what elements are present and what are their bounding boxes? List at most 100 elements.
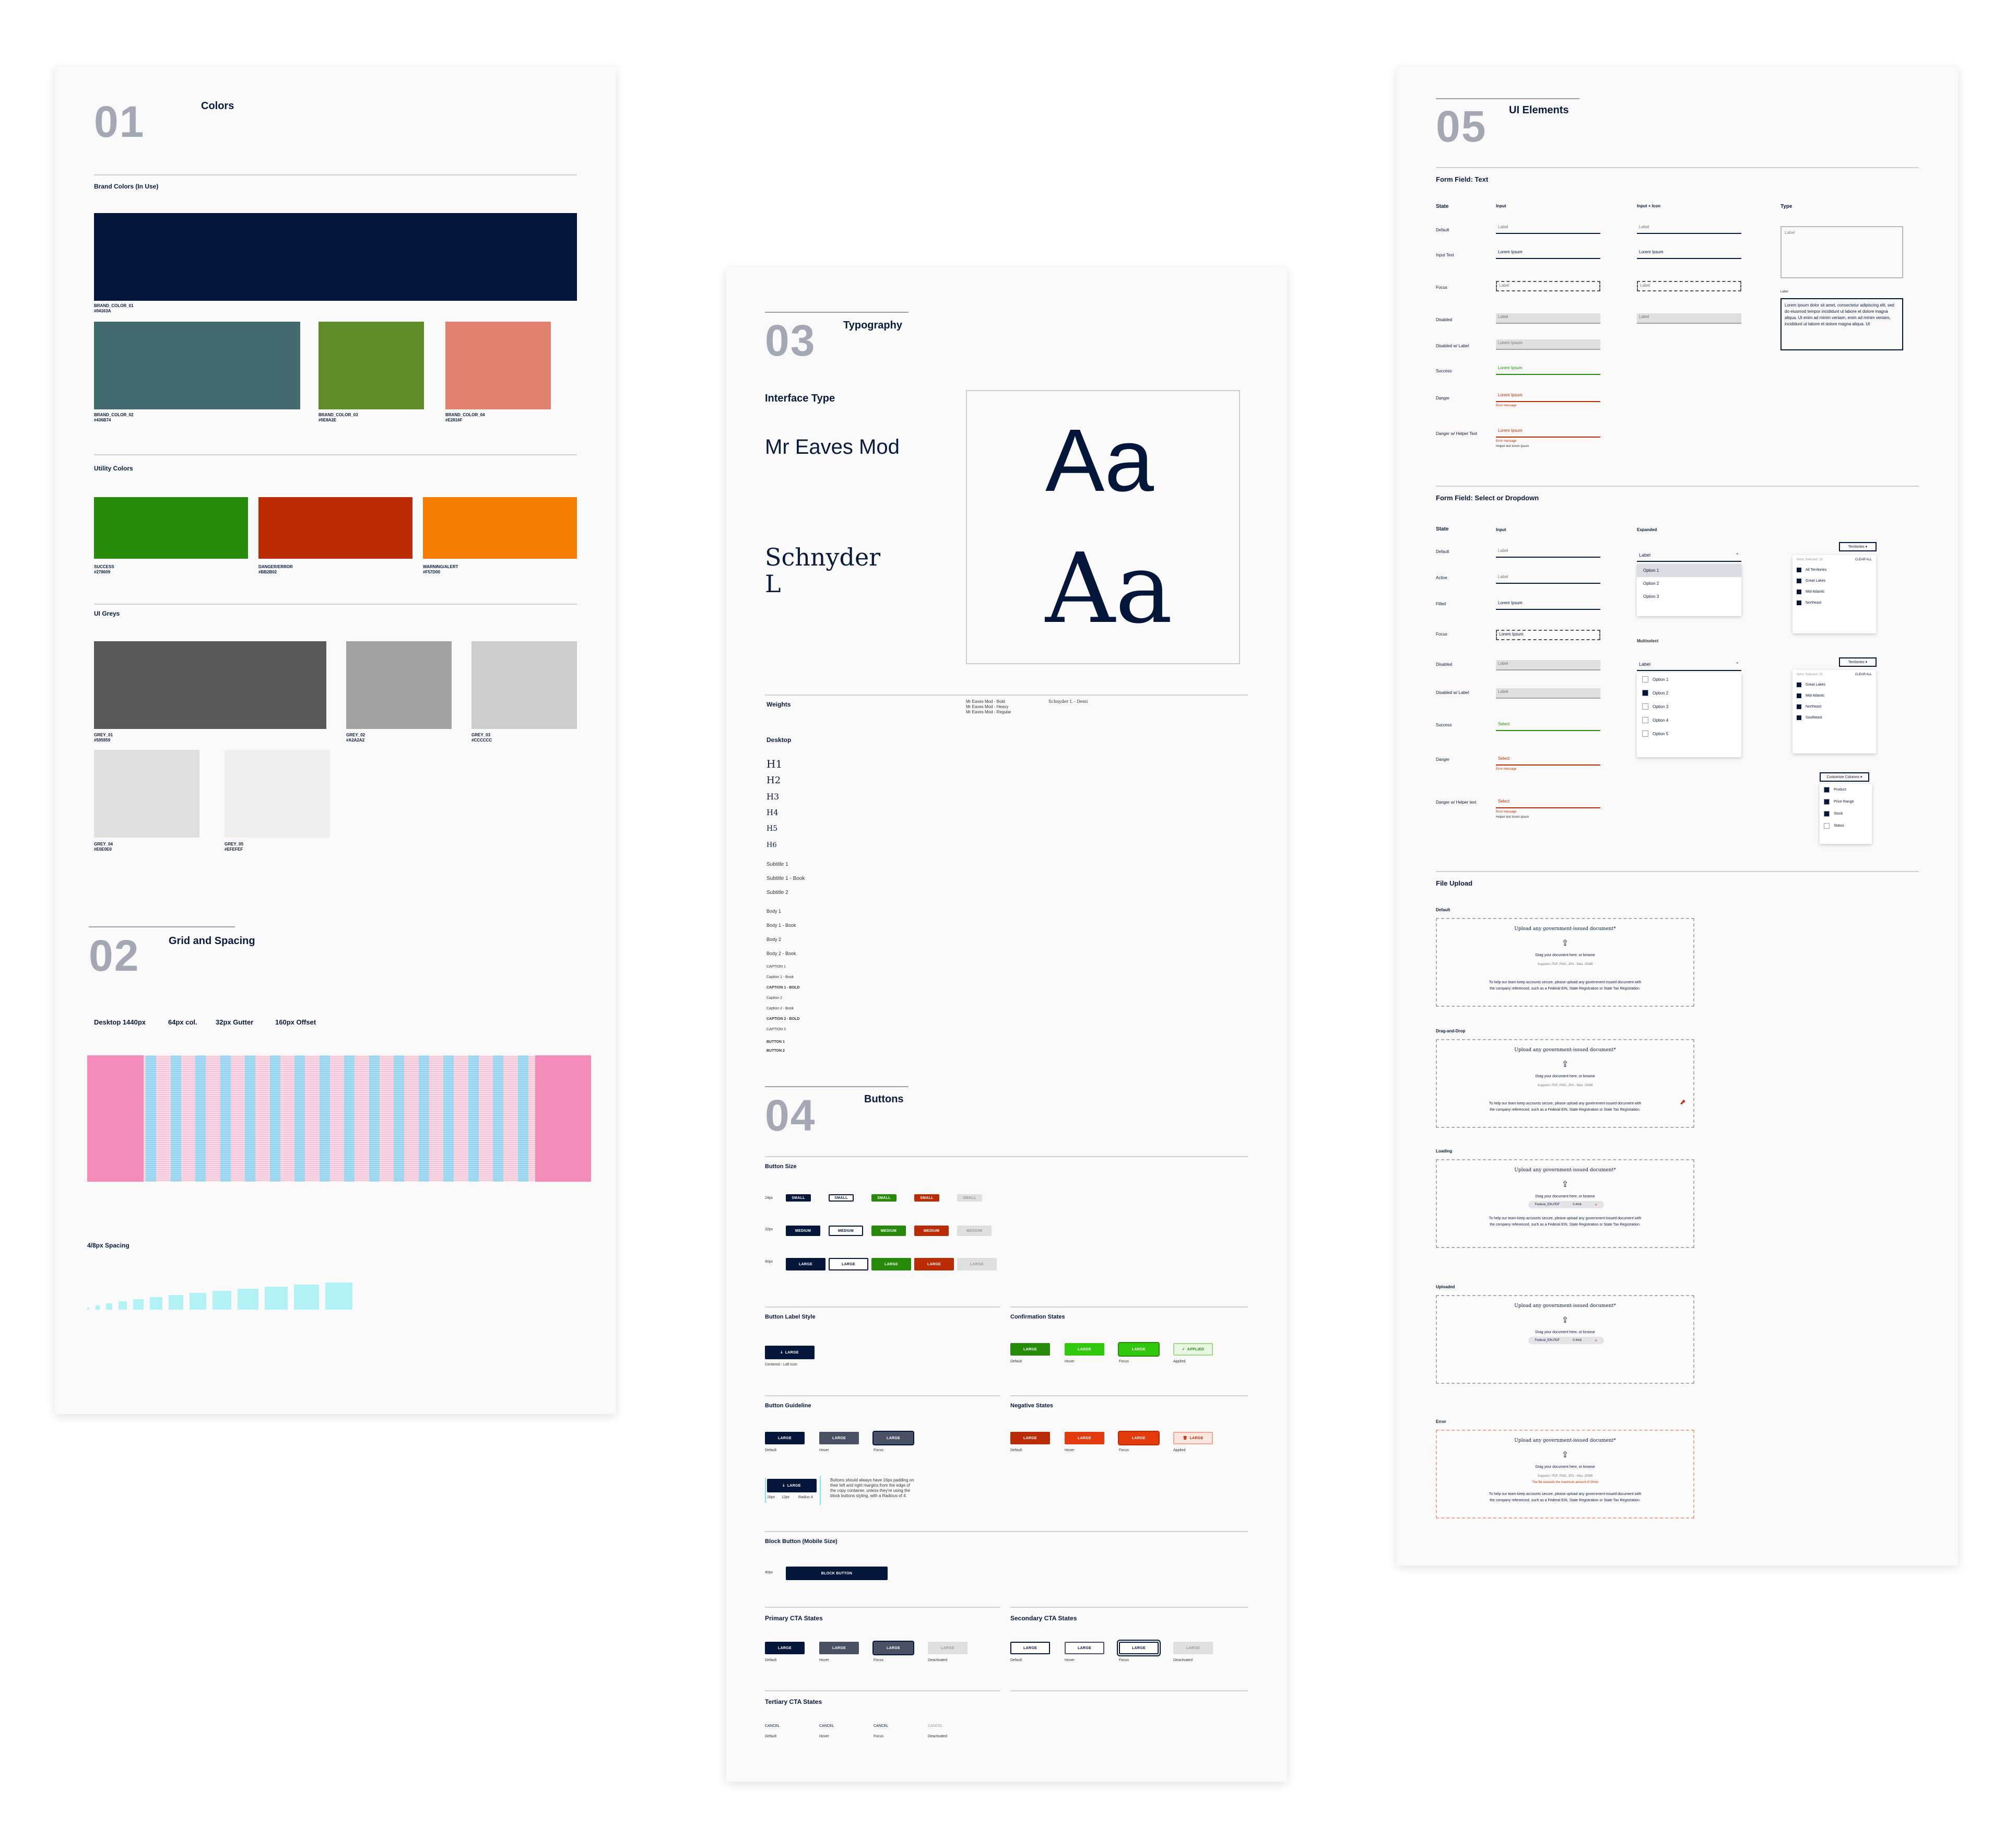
medium-button[interactable]: MEDIUM xyxy=(914,1226,949,1236)
negative-hover[interactable]: LARGE xyxy=(1065,1432,1104,1444)
primary-default[interactable]: LARGE xyxy=(765,1642,805,1654)
text-input[interactable]: Lorem Ipsum xyxy=(1496,392,1600,402)
secondary-deactivated[interactable]: LARGE xyxy=(1173,1642,1213,1654)
small-button[interactable]: SMALL xyxy=(957,1194,982,1202)
large-button[interactable]: LARGE xyxy=(957,1258,997,1270)
small-button[interactable]: SMALL xyxy=(914,1194,939,1202)
large-icon-button[interactable]: ⤓ LARGE xyxy=(765,1346,815,1359)
secondary-focus[interactable]: LARGE xyxy=(1117,1640,1161,1656)
select-input[interactable]: Select xyxy=(1496,798,1600,808)
upload-dropzone[interactable]: Upload any government-issued document* ⇪ D… xyxy=(1436,1430,1694,1519)
medium-button[interactable]: MEDIUM xyxy=(786,1226,820,1236)
territories-filter[interactable]: Territories ▾ xyxy=(1839,657,1877,667)
select-input[interactable]: Label xyxy=(1496,660,1600,670)
text-input[interactable]: Lorem Ipsum xyxy=(1496,249,1600,259)
guide-demo-button[interactable]: ⤓ LARGE xyxy=(767,1479,817,1492)
secondary-default[interactable]: LARGE xyxy=(1010,1642,1050,1654)
select-input[interactable]: Select xyxy=(1496,755,1600,766)
text-input[interactable]: Lorem Ipsum xyxy=(1496,364,1600,375)
medium-button[interactable]: MEDIUM xyxy=(957,1226,992,1236)
block-button[interactable]: BLOCK BUTTON xyxy=(786,1567,888,1580)
text-input[interactable]: Label xyxy=(1637,313,1741,324)
upload-dropzone[interactable]: Upload any government-issued document* ⇪ D… xyxy=(1436,1039,1694,1128)
dropdown-option[interactable]: Option 1 xyxy=(1637,564,1741,577)
divider xyxy=(765,695,1248,696)
checklist-item[interactable]: Northeast xyxy=(1792,701,1876,712)
text-input[interactable]: Label xyxy=(1637,281,1741,291)
confirm-focus[interactable]: LARGE xyxy=(1118,1342,1160,1357)
negative-default[interactable]: LARGE xyxy=(1010,1432,1050,1444)
multiselect-option[interactable]: Option 3 xyxy=(1637,700,1741,713)
confirm-applied[interactable]: ✓ APPLIED xyxy=(1173,1343,1213,1356)
grid-column xyxy=(294,1055,305,1182)
upload-dropzone[interactable]: Upload any government-issued document* ⇪ D… xyxy=(1436,1295,1694,1384)
confirm-hover[interactable]: LARGE xyxy=(1065,1343,1104,1356)
primary-hover[interactable]: LARGE xyxy=(819,1642,859,1654)
guide-default[interactable]: LARGE xyxy=(765,1432,805,1444)
multiselect-option[interactable]: Option 5 xyxy=(1637,727,1741,740)
territories-filter[interactable]: Territories ▾ xyxy=(1839,542,1877,551)
tertiary-cancel-button[interactable]: CANCEL xyxy=(928,1724,943,1728)
checklist-item[interactable]: All Territories xyxy=(1792,564,1876,575)
checklist-item[interactable]: Southeast xyxy=(1792,712,1876,723)
upload-dropzone[interactable]: Upload any government-issued document* ⇪ D… xyxy=(1436,1159,1694,1248)
checklist-item[interactable]: Great Lakes xyxy=(1792,679,1876,690)
small-button[interactable]: SMALL xyxy=(871,1194,897,1202)
multiselect-option[interactable]: Option 2 xyxy=(1637,686,1741,700)
negative-applied[interactable]: 🗑 LARGE xyxy=(1173,1432,1213,1444)
upload-dropzone[interactable]: Upload any government-issued document* ⇪ D… xyxy=(1436,918,1694,1007)
multiselect-input[interactable]: Label ⌃ xyxy=(1637,661,1741,671)
select-input[interactable]: Label xyxy=(1496,547,1600,558)
multiselect-option[interactable]: Option 1 xyxy=(1637,673,1741,686)
tertiary-cancel-button[interactable]: CANCEL xyxy=(765,1724,780,1728)
expanded-select[interactable]: Label ⌃ xyxy=(1637,551,1741,562)
large-button[interactable]: LARGE xyxy=(786,1258,825,1270)
text-input[interactable]: Lorem Ipsum xyxy=(1496,339,1600,350)
customize-item[interactable]: Product xyxy=(1820,784,1872,796)
territories-menu: Items Selected: 33 CLEAR ALL All Territori… xyxy=(1792,555,1876,633)
small-button[interactable]: SMALL xyxy=(786,1194,811,1202)
textarea-default[interactable]: Label xyxy=(1780,226,1903,278)
select-input[interactable]: Label xyxy=(1496,688,1600,699)
customize-columns-button[interactable]: Customize Columns ▾ xyxy=(1820,772,1869,782)
medium-button[interactable]: MEDIUM xyxy=(871,1226,906,1236)
guide-hover[interactable]: LARGE xyxy=(819,1432,859,1444)
secondary-hover[interactable]: LARGE xyxy=(1065,1642,1104,1654)
clear-all-link[interactable]: CLEAR ALL xyxy=(1855,673,1872,676)
customize-item[interactable]: Stock xyxy=(1820,808,1872,820)
text-input[interactable]: Label xyxy=(1637,223,1741,234)
tertiary-cancel-button[interactable]: CANCEL xyxy=(819,1724,834,1728)
tertiary-cancel-button[interactable]: CANCEL xyxy=(874,1724,889,1728)
text-input[interactable]: Lorem Ipsum xyxy=(1496,427,1600,438)
checklist-item[interactable]: Mid-Atlantic xyxy=(1792,586,1876,597)
negative-focus[interactable]: LARGE xyxy=(1118,1431,1160,1445)
guide-focus[interactable]: LARGE xyxy=(872,1431,914,1445)
checklist-item[interactable]: Great Lakes xyxy=(1792,575,1876,586)
large-button[interactable]: LARGE xyxy=(829,1258,868,1270)
medium-button[interactable]: MEDIUM xyxy=(829,1226,863,1236)
text-input[interactable]: Label xyxy=(1496,281,1600,291)
select-input[interactable]: Label xyxy=(1496,573,1600,584)
customize-item[interactable]: Price Range xyxy=(1820,796,1872,808)
small-button[interactable]: SMALL xyxy=(829,1194,854,1202)
select-input[interactable]: Lorem Ipsum xyxy=(1496,630,1600,640)
select-input[interactable]: Lorem Ipsum xyxy=(1496,599,1600,610)
text-input[interactable]: Label xyxy=(1496,313,1600,324)
dropdown-option[interactable]: Option 3 xyxy=(1643,594,1659,599)
text-input[interactable]: Label xyxy=(1496,223,1600,234)
confirm-default[interactable]: LARGE xyxy=(1010,1343,1050,1356)
checklist-item[interactable]: Northeast xyxy=(1792,597,1876,608)
large-button[interactable]: LARGE xyxy=(871,1258,911,1270)
primary-deactivated[interactable]: LARGE xyxy=(928,1642,968,1654)
large-button[interactable]: LARGE xyxy=(914,1258,954,1270)
select-input[interactable]: Select xyxy=(1496,721,1600,731)
checklist-item[interactable]: Mid-Atlantic xyxy=(1792,690,1876,701)
multiselect-option[interactable]: Option 4 xyxy=(1637,713,1741,727)
primary-focus[interactable]: LARGE xyxy=(872,1641,914,1655)
textarea-filled[interactable]: Lorem ipsum dolor sit amet, consectetur … xyxy=(1780,298,1903,350)
customize-item[interactable]: Status xyxy=(1820,820,1872,832)
clear-all-link[interactable]: CLEAR ALL xyxy=(1855,558,1872,561)
dropdown-option[interactable]: Option 2 xyxy=(1643,581,1659,586)
swatch-caption: GREY_01 #595959 xyxy=(94,733,113,743)
text-input[interactable]: Lorem Ipsum xyxy=(1637,249,1741,259)
